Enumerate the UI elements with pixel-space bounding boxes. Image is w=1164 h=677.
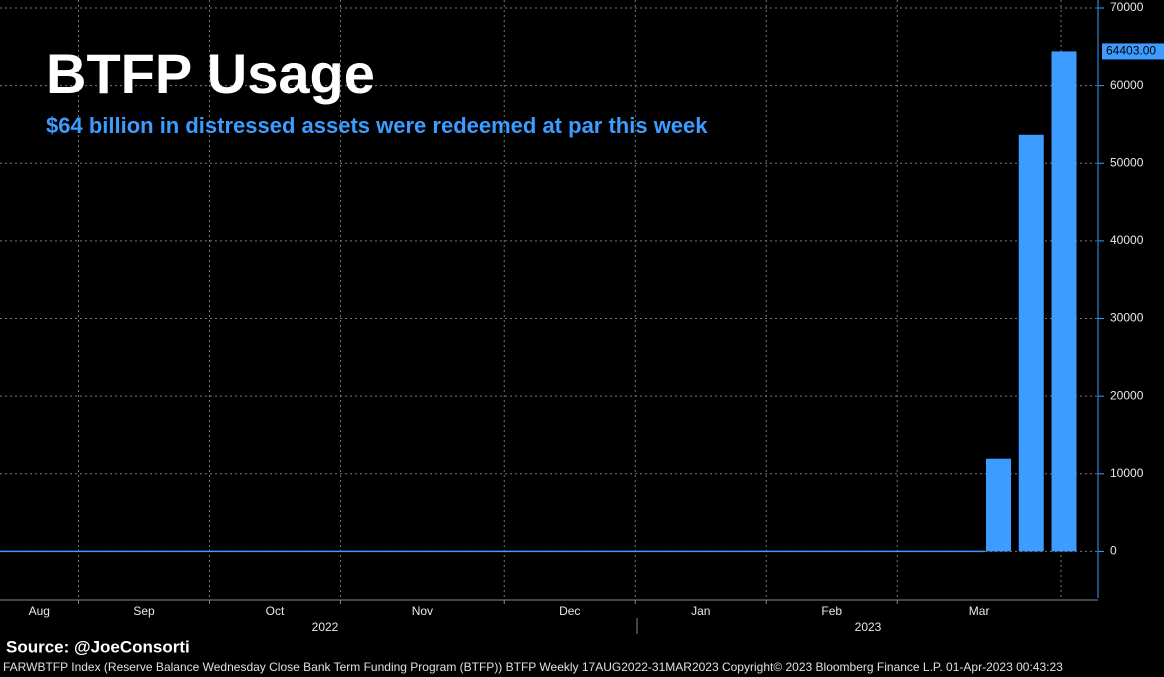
- chart-subtitle: $64 billion in distressed assets were re…: [46, 113, 708, 138]
- bar: [986, 458, 1011, 552]
- y-tick-label: 0: [1110, 544, 1117, 558]
- chart-title: BTFP Usage: [46, 42, 375, 105]
- x-tick-label: Aug: [29, 604, 50, 618]
- x-tick-label: Oct: [266, 604, 285, 618]
- year-label: 2022: [312, 620, 339, 634]
- footer: FARWBTFP Index (Reserve Balance Wednesda…: [3, 660, 1063, 674]
- y-tick-label: 20000: [1110, 388, 1144, 402]
- x-tick-label: Feb: [821, 604, 842, 618]
- x-tick-label: Sep: [133, 604, 155, 618]
- x-tick-label: Dec: [559, 604, 580, 618]
- plot-area: 0 10000 20000 30000 40000 50000 60000 70000 6440…: [0, 0, 1164, 634]
- source: Source: @JoeConsorti: [6, 637, 190, 656]
- y-tick-label: 70000: [1110, 0, 1144, 14]
- x-tick-label: Mar: [969, 604, 990, 618]
- y-tick-label: 30000: [1110, 311, 1144, 325]
- x-tick-label: Jan: [691, 604, 710, 618]
- y-tick-label: 10000: [1110, 466, 1144, 480]
- year-label: 2023: [855, 620, 882, 634]
- last-value-label: 64403.00: [1106, 44, 1156, 58]
- bar: [1051, 51, 1077, 552]
- x-tick-label: Nov: [412, 604, 433, 618]
- y-tick-label: 60000: [1110, 78, 1144, 92]
- y-tick-label: 40000: [1110, 233, 1144, 247]
- y-tick-label: 50000: [1110, 155, 1144, 169]
- bar: [1018, 134, 1044, 552]
- last-value-box: [1102, 43, 1164, 60]
